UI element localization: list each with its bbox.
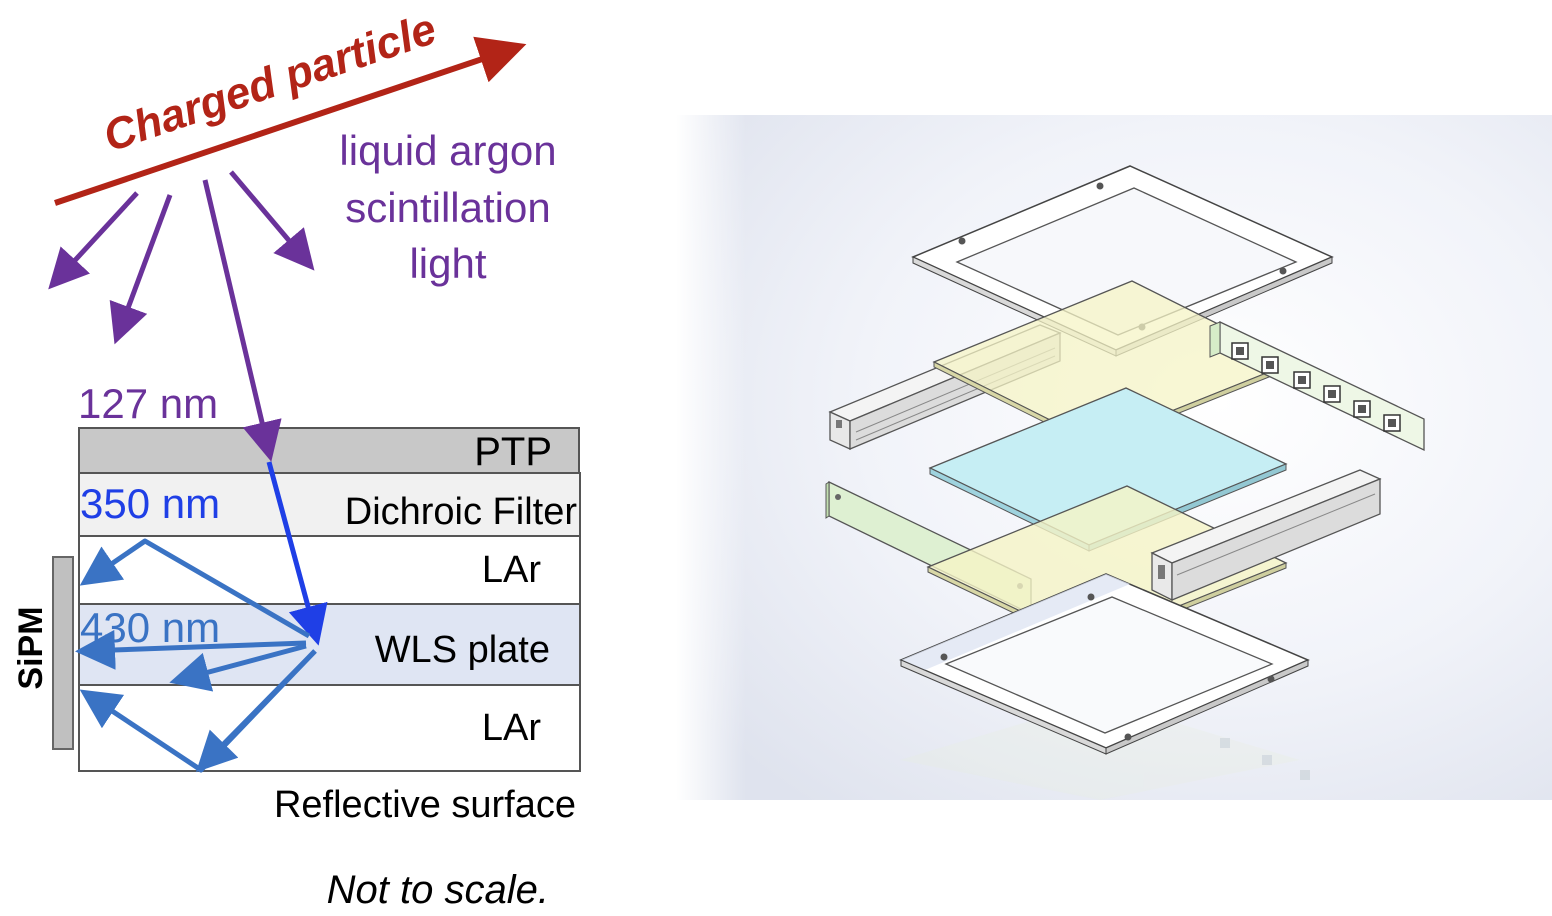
exploded-assembly-render — [676, 115, 1552, 800]
ptp-label: PTP — [474, 430, 552, 474]
light-collection-schematic: SiPM Charged particle liquid argon scint… — [12, 4, 581, 912]
scintillation-arrow-main — [202, 179, 282, 462]
lar-top-label: LAr — [482, 549, 541, 591]
bottom-frame — [899, 573, 1310, 755]
ptp-light-arrow — [266, 461, 328, 646]
scintillation-label-2: scintillation — [345, 184, 550, 231]
wls-label: WLS plate — [375, 629, 550, 671]
lar-bottom-label: LAr — [482, 707, 541, 749]
wls-path-upper — [79, 538, 311, 639]
lar-top-layer — [78, 535, 581, 605]
reflective-surface-label: Reflective surface — [274, 784, 576, 826]
scintillation-arrow-1 — [48, 191, 139, 290]
sipm-bar — [52, 556, 74, 750]
charged-particle-arrow — [54, 36, 527, 206]
scintillation-label-3: light — [409, 240, 486, 287]
not-to-scale-note: Not to scale. — [327, 868, 549, 912]
wavelength-430: 430 nm — [80, 604, 220, 651]
wavelength-127: 127 nm — [78, 380, 218, 427]
dichroic-filter-layer — [78, 472, 581, 537]
wls-plate-layer — [78, 603, 581, 686]
wls-path-middle — [75, 629, 307, 670]
ptp-layer — [78, 427, 580, 474]
scintillation-arrow-3 — [229, 170, 315, 271]
scintillation-label-1: liquid argon — [339, 127, 556, 174]
wls-path-bottom — [195, 649, 317, 773]
lower-right-rail — [1150, 469, 1382, 602]
sipm-board-right — [1209, 320, 1425, 452]
wavelength-350: 350 nm — [80, 480, 220, 527]
wls-path-short — [169, 643, 307, 692]
dichroic-label: Dichroic Filter — [345, 491, 578, 533]
scintillation-arrow-2 — [109, 194, 173, 345]
lar-bottom-layer — [78, 684, 581, 772]
sipm-label: SiPM — [12, 606, 50, 689]
